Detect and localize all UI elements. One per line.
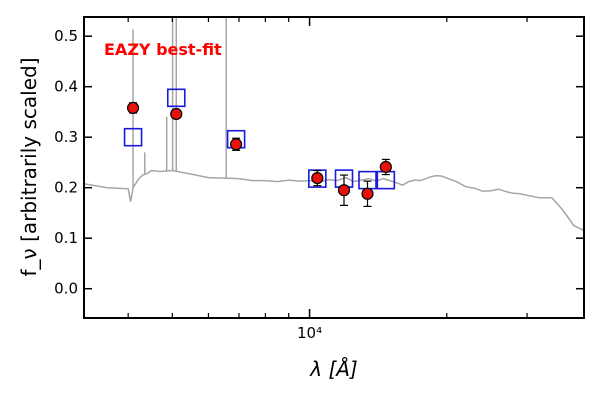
axis-ticks: 0.0 0.1 0.2 0.3 0.4 0.5 10⁴: [54, 17, 584, 342]
y-tick-label: 0.5: [54, 27, 78, 45]
sed-line: [83, 169, 585, 232]
plot-area: [83, 17, 585, 232]
observed-photometry-group: [126, 101, 392, 207]
observed-point: [361, 187, 374, 200]
y-tick-label: 0.3: [54, 128, 78, 146]
y-tick-label: 0.4: [54, 78, 78, 96]
observed-point: [379, 160, 392, 174]
y-axis-label: f_ν [arbitrarily scaled]: [17, 58, 41, 277]
observed-point: [337, 184, 351, 197]
model-square: [166, 88, 186, 108]
annotation: EAZY best-fit: [104, 40, 222, 59]
y-tick-label: 0.2: [54, 179, 78, 197]
y-tick-label: 0.0: [54, 280, 78, 298]
sed-spectrum-group: [83, 17, 585, 232]
plot-frame: [83, 16, 585, 319]
observed-point: [170, 107, 183, 121]
observed-point: [126, 101, 140, 115]
y-tick-label: 0.1: [54, 229, 78, 247]
model-photometry-group: [123, 88, 396, 190]
model-square: [123, 127, 143, 147]
observed-point: [230, 138, 243, 151]
observed-point: [311, 172, 324, 185]
x-tick-label: 10⁴: [297, 324, 322, 342]
x-axis-label: λ [Å]: [309, 357, 357, 381]
